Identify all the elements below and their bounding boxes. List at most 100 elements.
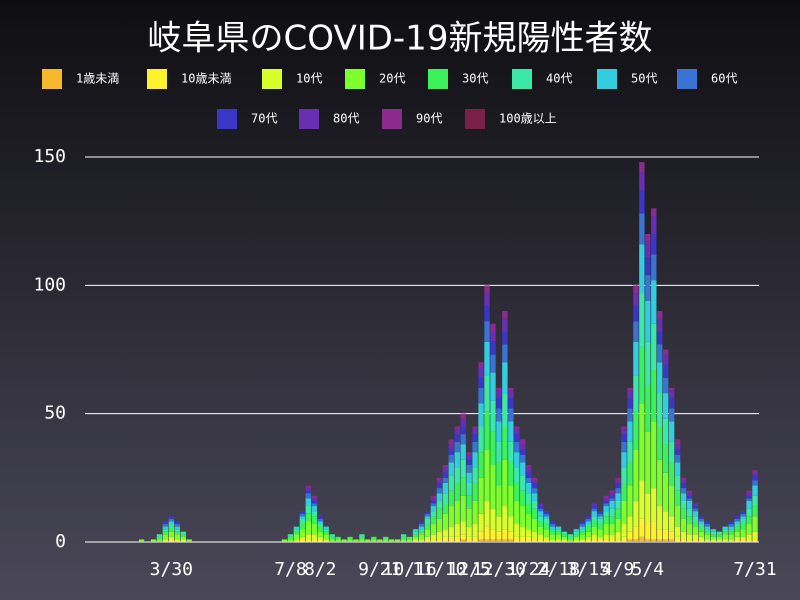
bar-segment	[734, 536, 740, 540]
bar-segment	[657, 393, 663, 427]
bar-segment	[531, 500, 538, 509]
bar-segment	[639, 518, 645, 537]
bar-segment	[305, 490, 312, 494]
bar-segment	[752, 475, 758, 481]
bar-segment	[430, 495, 437, 499]
bar-segment	[609, 495, 615, 499]
bar-segment	[692, 516, 699, 522]
bar-segment	[299, 529, 306, 537]
bar-segment	[454, 524, 460, 537]
bar-segment	[389, 539, 395, 542]
bar-segment	[406, 536, 413, 540]
bar-segment	[704, 526, 711, 530]
bar-segment	[496, 516, 502, 532]
bar-segment	[668, 408, 675, 422]
bar-segment	[174, 534, 180, 540]
bar-segment	[609, 500, 615, 509]
bar-segment	[329, 534, 335, 537]
bar-segment	[448, 475, 454, 491]
y-tick-label: 0	[55, 531, 66, 552]
bar-segment	[436, 480, 443, 483]
bar-segment	[180, 534, 186, 537]
bar-segment	[639, 403, 645, 481]
bar-segment	[174, 524, 180, 527]
bar-segment	[752, 506, 758, 517]
bar-segment	[496, 441, 502, 463]
bar-segment	[674, 526, 681, 537]
bar-segment	[531, 493, 538, 501]
bar-segment	[472, 434, 478, 442]
bar-segment	[603, 506, 609, 512]
bar-segment	[597, 513, 603, 517]
bar-segment	[728, 521, 734, 525]
bar-segment	[537, 521, 544, 527]
bar-segment	[418, 534, 425, 540]
bar-segment	[508, 390, 514, 399]
y-tick-label: 150	[33, 146, 66, 167]
x-tick-label: 7/8	[274, 559, 307, 580]
bar-segment	[448, 439, 454, 445]
bar-segment	[752, 531, 758, 540]
bar-segment	[549, 531, 556, 535]
bar-segment	[329, 536, 335, 540]
bar-segment	[359, 539, 365, 542]
bar-segment	[692, 511, 699, 517]
bar-segment	[746, 500, 752, 509]
bar-segment	[353, 539, 359, 542]
bar-segment	[454, 441, 460, 453]
bar-segment	[633, 449, 639, 501]
legend-label: 10代	[296, 72, 322, 86]
bar-segment	[281, 539, 288, 542]
bar-segment	[645, 234, 651, 242]
bar-segment	[692, 526, 699, 535]
bar-segment	[424, 513, 431, 517]
bar-segment	[520, 536, 526, 542]
bar-segment	[430, 498, 437, 501]
bar-segment	[448, 462, 454, 476]
bar-segment	[162, 524, 169, 527]
bar-segment	[633, 293, 639, 306]
bar-segment	[454, 452, 460, 468]
bar-segment	[651, 521, 657, 540]
bar-segment	[168, 539, 175, 542]
bar-segment	[597, 524, 603, 530]
legend-swatch	[299, 109, 319, 129]
bar-segment	[633, 341, 639, 376]
bar-segment	[657, 426, 663, 460]
legend-label: 10歳未満	[181, 72, 231, 86]
bar-segment	[311, 511, 317, 517]
bar-segment	[537, 539, 544, 542]
bar-segment	[484, 449, 490, 501]
x-tick-label: 11/10	[412, 559, 466, 580]
bar-segment	[514, 426, 520, 430]
bar-segment	[609, 516, 615, 525]
bar-segment	[490, 508, 496, 530]
bar-segment	[436, 482, 443, 489]
bar-segment	[514, 467, 520, 483]
bar-segment	[639, 190, 645, 214]
bar-segment	[663, 377, 669, 394]
y-tick-label: 100	[33, 274, 66, 295]
bar-segment	[674, 475, 681, 491]
bar-segment	[454, 500, 460, 525]
bar-segment	[430, 516, 437, 525]
bar-segment	[663, 364, 669, 378]
bar-segment	[740, 536, 746, 540]
bar-segment	[472, 429, 478, 435]
bar-segment	[299, 516, 306, 519]
bar-segment	[436, 500, 443, 509]
bar-segment	[460, 521, 466, 535]
x-tick-label: 9/21	[358, 559, 401, 580]
bar-segment	[543, 524, 550, 530]
bar-segment	[645, 257, 651, 276]
bar-segment	[627, 441, 633, 463]
bar-segment	[520, 490, 526, 507]
bar-segment	[460, 413, 466, 419]
bar-segment	[460, 418, 466, 427]
bar-segment	[549, 521, 556, 525]
bar-segment	[466, 482, 472, 496]
bar-segment	[674, 444, 681, 450]
bar-segment	[710, 534, 717, 537]
bar-segment	[478, 539, 484, 542]
bar-segment	[400, 539, 407, 542]
